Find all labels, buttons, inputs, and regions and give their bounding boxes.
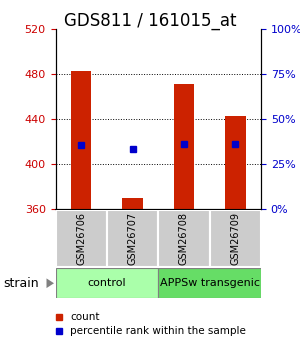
Bar bbox=[56, 210, 107, 267]
Text: control: control bbox=[88, 278, 126, 288]
Text: GSM26707: GSM26707 bbox=[128, 213, 138, 265]
Bar bbox=[225, 116, 246, 209]
Polygon shape bbox=[46, 278, 54, 288]
Bar bbox=[71, 71, 92, 209]
Bar bbox=[56, 268, 158, 298]
Bar bbox=[210, 210, 261, 267]
Bar bbox=[158, 210, 210, 267]
Text: GSM26706: GSM26706 bbox=[76, 213, 86, 265]
Text: percentile rank within the sample: percentile rank within the sample bbox=[70, 326, 246, 335]
Bar bbox=[174, 84, 194, 209]
Text: GSM26708: GSM26708 bbox=[179, 213, 189, 265]
Text: GDS811 / 161015_at: GDS811 / 161015_at bbox=[64, 12, 236, 30]
Text: count: count bbox=[70, 312, 100, 322]
Text: APPSw transgenic: APPSw transgenic bbox=[160, 278, 260, 288]
Bar bbox=[122, 197, 143, 209]
Bar bbox=[107, 210, 158, 267]
Text: GSM26709: GSM26709 bbox=[230, 213, 240, 265]
Bar bbox=[158, 268, 261, 298]
Text: strain: strain bbox=[3, 277, 39, 290]
